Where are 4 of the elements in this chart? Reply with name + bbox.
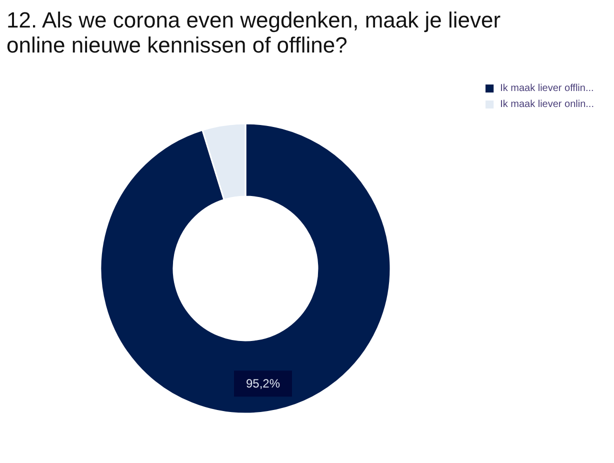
legend-label: Ik maak liever offlin... — [500, 82, 594, 94]
legend-label: Ik maak liever onlin... — [500, 98, 594, 110]
chart-title: 12. Als we corona even wegdenken, maak je liever online nieuwe kennissen of offline? — [6, 8, 501, 58]
data-label: 95,2% — [246, 376, 280, 391]
